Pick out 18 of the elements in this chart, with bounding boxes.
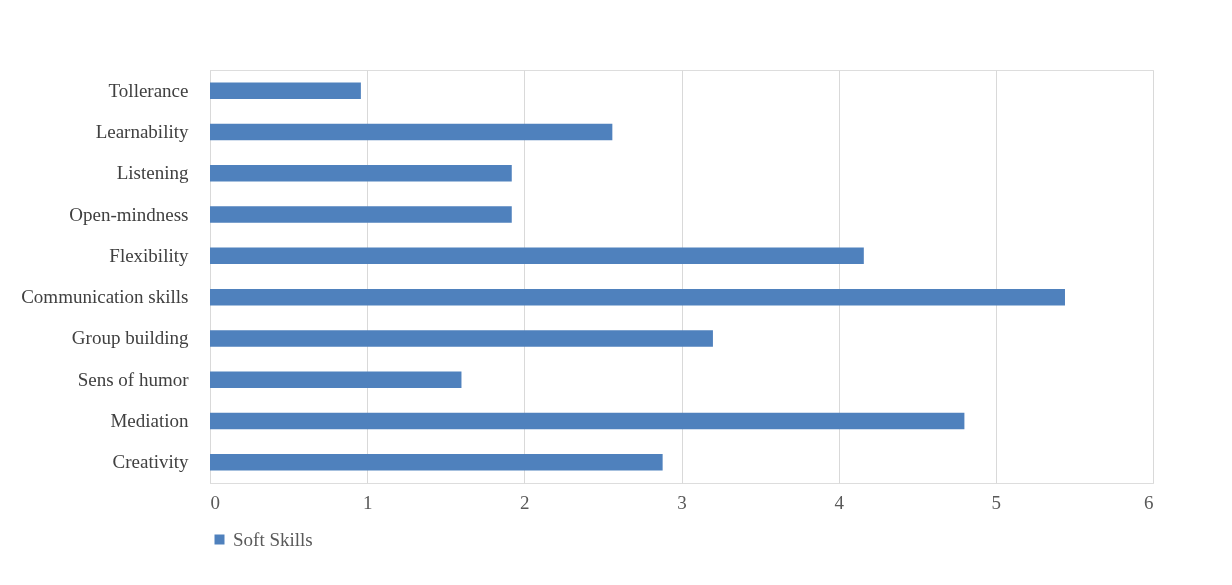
legend-label: Soft Skills bbox=[233, 528, 313, 550]
y-tick-label: Communication skills bbox=[21, 286, 189, 308]
y-tick-label: Open-mindness bbox=[69, 203, 189, 225]
x-tick-label: 5 bbox=[991, 491, 1002, 513]
y-tick-label: Group building bbox=[71, 327, 189, 349]
x-tick-label: 0 bbox=[210, 491, 220, 513]
y-tick-label: Learnability bbox=[95, 120, 189, 142]
x-tick-label: 3 bbox=[677, 491, 687, 513]
y-tick-label: Sens of humor bbox=[77, 368, 190, 390]
y-tick-label: Mediation bbox=[110, 410, 189, 432]
x-tick-label: 4 bbox=[834, 491, 845, 513]
y-tick-label: Listening bbox=[116, 162, 189, 184]
y-tick-label: Flexibility bbox=[109, 244, 189, 266]
x-tick-label: 2 bbox=[520, 491, 530, 513]
y-tick-label: Tollerance bbox=[108, 79, 189, 101]
x-tick-label: 1 bbox=[362, 491, 373, 513]
y-tick-label: Creativity bbox=[112, 451, 189, 473]
x-tick-label: 6 bbox=[1144, 491, 1154, 513]
